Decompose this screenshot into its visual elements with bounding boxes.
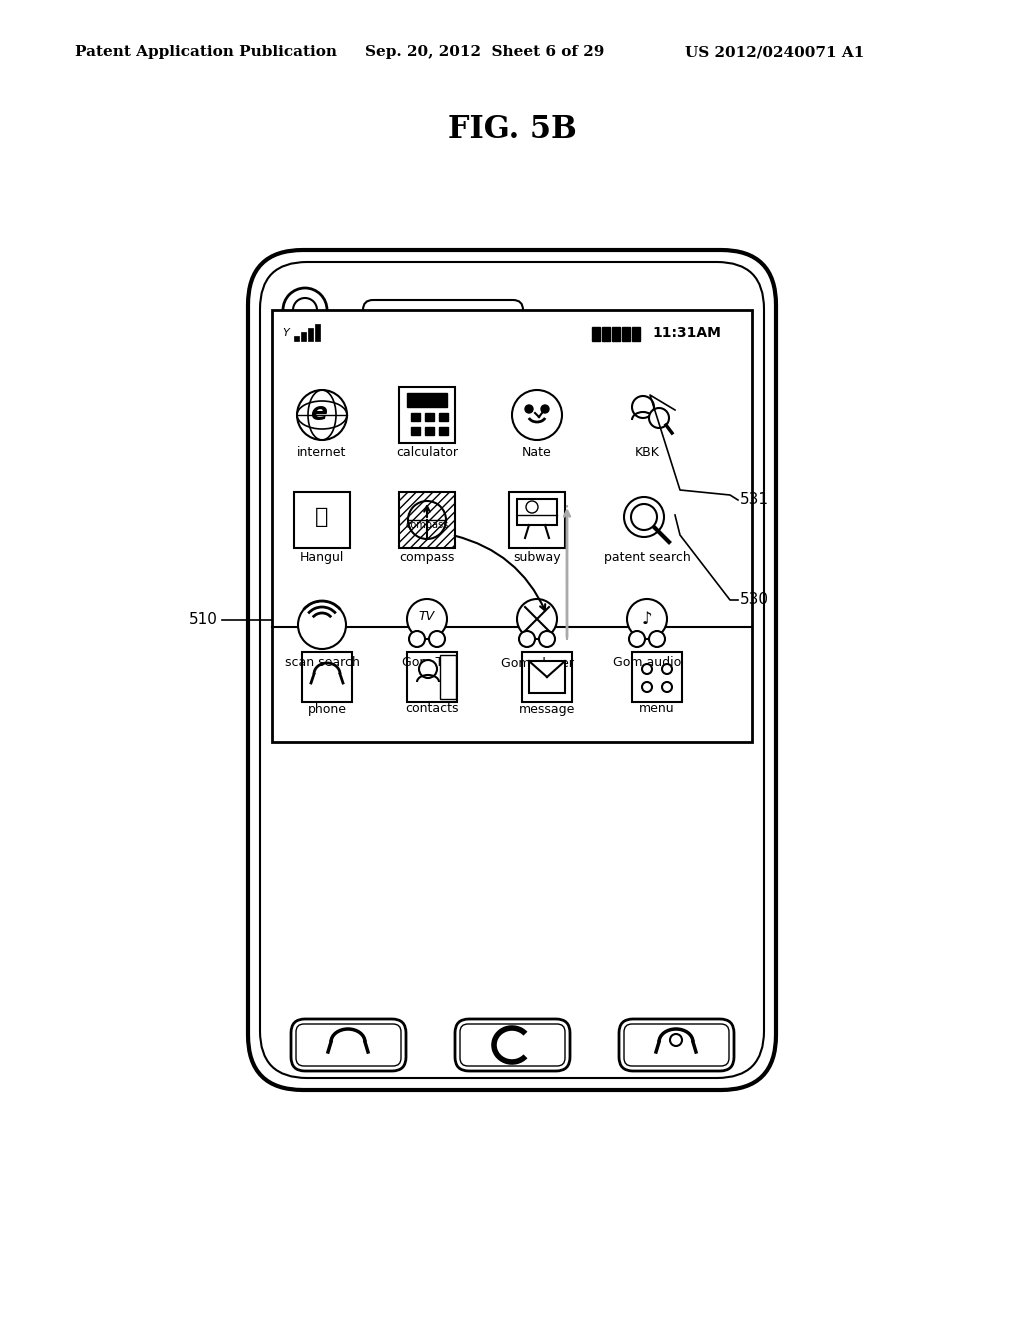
- Circle shape: [632, 396, 654, 418]
- Circle shape: [624, 498, 664, 537]
- Circle shape: [429, 631, 445, 647]
- Text: subway: subway: [513, 552, 561, 565]
- Bar: [399, 492, 455, 548]
- Bar: [439, 413, 449, 421]
- Circle shape: [649, 631, 665, 647]
- Circle shape: [407, 599, 447, 639]
- Text: US 2012/0240071 A1: US 2012/0240071 A1: [685, 45, 864, 59]
- Circle shape: [631, 504, 657, 531]
- Bar: [612, 327, 620, 341]
- Circle shape: [283, 288, 327, 333]
- FancyBboxPatch shape: [362, 300, 523, 319]
- Bar: [632, 327, 640, 341]
- Text: message: message: [519, 702, 575, 715]
- Bar: [411, 426, 420, 436]
- Bar: [425, 413, 434, 421]
- Bar: [509, 492, 565, 548]
- Text: e: e: [310, 401, 328, 425]
- Circle shape: [662, 682, 672, 692]
- Circle shape: [517, 599, 557, 639]
- Bar: [301, 333, 306, 341]
- Text: 11:31AM: 11:31AM: [652, 326, 721, 341]
- Text: Gom player: Gom player: [501, 656, 573, 669]
- FancyBboxPatch shape: [618, 1019, 734, 1071]
- Bar: [425, 426, 434, 436]
- Text: 531: 531: [740, 492, 769, 507]
- Text: compass: compass: [406, 520, 449, 531]
- Circle shape: [293, 298, 317, 322]
- Bar: [399, 387, 455, 444]
- Text: FIG. 5B: FIG. 5B: [447, 115, 577, 145]
- Text: menu: menu: [639, 702, 675, 715]
- Text: patent search: patent search: [603, 552, 690, 565]
- Circle shape: [519, 631, 535, 647]
- Text: Y: Y: [282, 327, 289, 338]
- Bar: [517, 499, 557, 525]
- Bar: [522, 652, 572, 702]
- Circle shape: [649, 408, 669, 428]
- Text: phone: phone: [307, 702, 346, 715]
- FancyBboxPatch shape: [291, 1019, 406, 1071]
- FancyBboxPatch shape: [624, 1024, 729, 1067]
- Circle shape: [297, 389, 347, 440]
- Bar: [272, 310, 752, 742]
- Text: 510: 510: [189, 612, 218, 627]
- Bar: [302, 652, 352, 702]
- FancyBboxPatch shape: [296, 1024, 401, 1067]
- Text: Gom audio: Gom audio: [613, 656, 681, 669]
- Text: ♪: ♪: [642, 610, 652, 628]
- Bar: [411, 413, 420, 421]
- Circle shape: [662, 664, 672, 675]
- Bar: [602, 327, 610, 341]
- Bar: [529, 661, 565, 693]
- FancyBboxPatch shape: [460, 1024, 565, 1067]
- Text: compass: compass: [399, 552, 455, 565]
- Circle shape: [419, 660, 437, 678]
- Bar: [308, 327, 313, 341]
- Text: calculator: calculator: [396, 446, 458, 459]
- Bar: [440, 655, 456, 700]
- Text: Gom TV: Gom TV: [402, 656, 452, 669]
- Bar: [294, 492, 350, 548]
- Text: Patent Application Publication: Patent Application Publication: [75, 45, 337, 59]
- Circle shape: [512, 389, 562, 440]
- Bar: [632, 652, 682, 702]
- Bar: [315, 323, 319, 341]
- Circle shape: [539, 631, 555, 647]
- Bar: [407, 393, 447, 407]
- Bar: [439, 426, 449, 436]
- FancyBboxPatch shape: [248, 249, 776, 1090]
- FancyBboxPatch shape: [455, 1019, 570, 1071]
- Circle shape: [525, 405, 534, 413]
- Bar: [399, 492, 455, 548]
- Circle shape: [526, 502, 538, 513]
- FancyBboxPatch shape: [260, 261, 764, 1078]
- Text: Sep. 20, 2012  Sheet 6 of 29: Sep. 20, 2012 Sheet 6 of 29: [365, 45, 604, 59]
- Text: Nate: Nate: [522, 446, 552, 459]
- Circle shape: [541, 405, 549, 413]
- Text: Hangul: Hangul: [300, 552, 344, 565]
- Text: internet: internet: [297, 446, 347, 459]
- Circle shape: [642, 664, 652, 675]
- Bar: [592, 327, 600, 341]
- Circle shape: [642, 682, 652, 692]
- Bar: [294, 337, 299, 341]
- Circle shape: [629, 631, 645, 647]
- Text: TV: TV: [419, 610, 435, 623]
- Text: scan search: scan search: [285, 656, 359, 669]
- Bar: [622, 327, 630, 341]
- Bar: [407, 652, 457, 702]
- Circle shape: [627, 599, 667, 639]
- Circle shape: [409, 631, 425, 647]
- Text: contacts: contacts: [406, 702, 459, 715]
- Circle shape: [670, 1034, 682, 1045]
- Text: 홈: 홈: [315, 507, 329, 527]
- Text: 530: 530: [740, 593, 769, 607]
- Circle shape: [298, 601, 346, 649]
- Text: KBK: KBK: [635, 446, 659, 459]
